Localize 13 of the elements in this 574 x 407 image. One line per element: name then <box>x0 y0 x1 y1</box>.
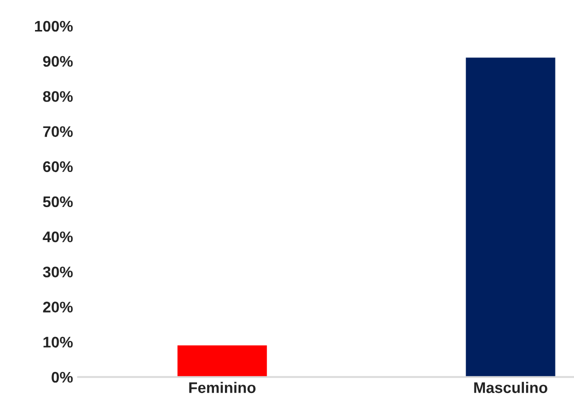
y-tick-label: 40% <box>42 231 73 242</box>
y-tick-label: 80% <box>43 91 73 102</box>
y-tick-label: 60% <box>43 161 73 172</box>
x-tick-label: Feminino <box>189 382 256 394</box>
y-tick-label: 30% <box>42 266 73 278</box>
y-tick-label: 0% <box>52 372 73 383</box>
y-tick-label: 70% <box>43 126 73 137</box>
y-tick-label: 20% <box>43 302 73 312</box>
y-tick-label: 10% <box>44 336 73 348</box>
y-tick-label: 90% <box>43 56 73 67</box>
x-tick-label: Masculino <box>474 382 548 394</box>
y-tick-label: 100% <box>35 20 73 32</box>
y-tick-label: 50% <box>43 196 73 208</box>
